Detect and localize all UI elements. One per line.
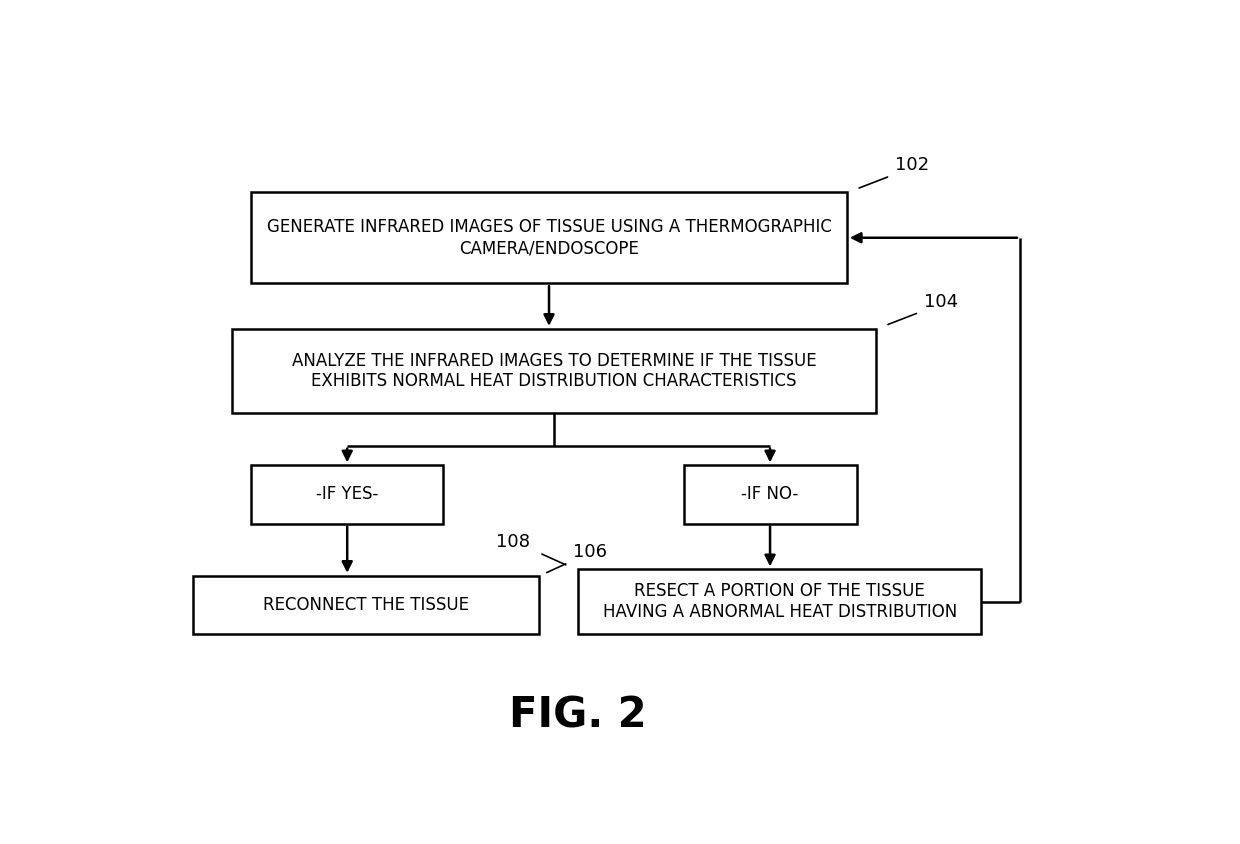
Text: 108: 108	[496, 533, 531, 551]
Text: 102: 102	[895, 156, 929, 174]
Text: ANALYZE THE INFRARED IMAGES TO DETERMINE IF THE TISSUE
EXHIBITS NORMAL HEAT DIST: ANALYZE THE INFRARED IMAGES TO DETERMINE…	[291, 352, 816, 391]
FancyBboxPatch shape	[193, 576, 539, 634]
Text: RECONNECT THE TISSUE: RECONNECT THE TISSUE	[263, 596, 470, 614]
Text: 104: 104	[924, 293, 959, 311]
FancyBboxPatch shape	[250, 192, 847, 284]
Text: RESECT A PORTION OF THE TISSUE
HAVING A ABNORMAL HEAT DISTRIBUTION: RESECT A PORTION OF THE TISSUE HAVING A …	[603, 582, 957, 621]
Text: -IF NO-: -IF NO-	[742, 485, 799, 504]
FancyBboxPatch shape	[232, 328, 875, 414]
FancyBboxPatch shape	[250, 465, 444, 523]
FancyBboxPatch shape	[683, 465, 857, 523]
Text: -IF YES-: -IF YES-	[316, 485, 378, 504]
Text: 106: 106	[573, 544, 608, 561]
Text: FIG. 2: FIG. 2	[510, 695, 646, 737]
FancyBboxPatch shape	[578, 569, 982, 634]
Text: GENERATE INFRARED IMAGES OF TISSUE USING A THERMOGRAPHIC
CAMERA/ENDOSCOPE: GENERATE INFRARED IMAGES OF TISSUE USING…	[267, 219, 832, 257]
